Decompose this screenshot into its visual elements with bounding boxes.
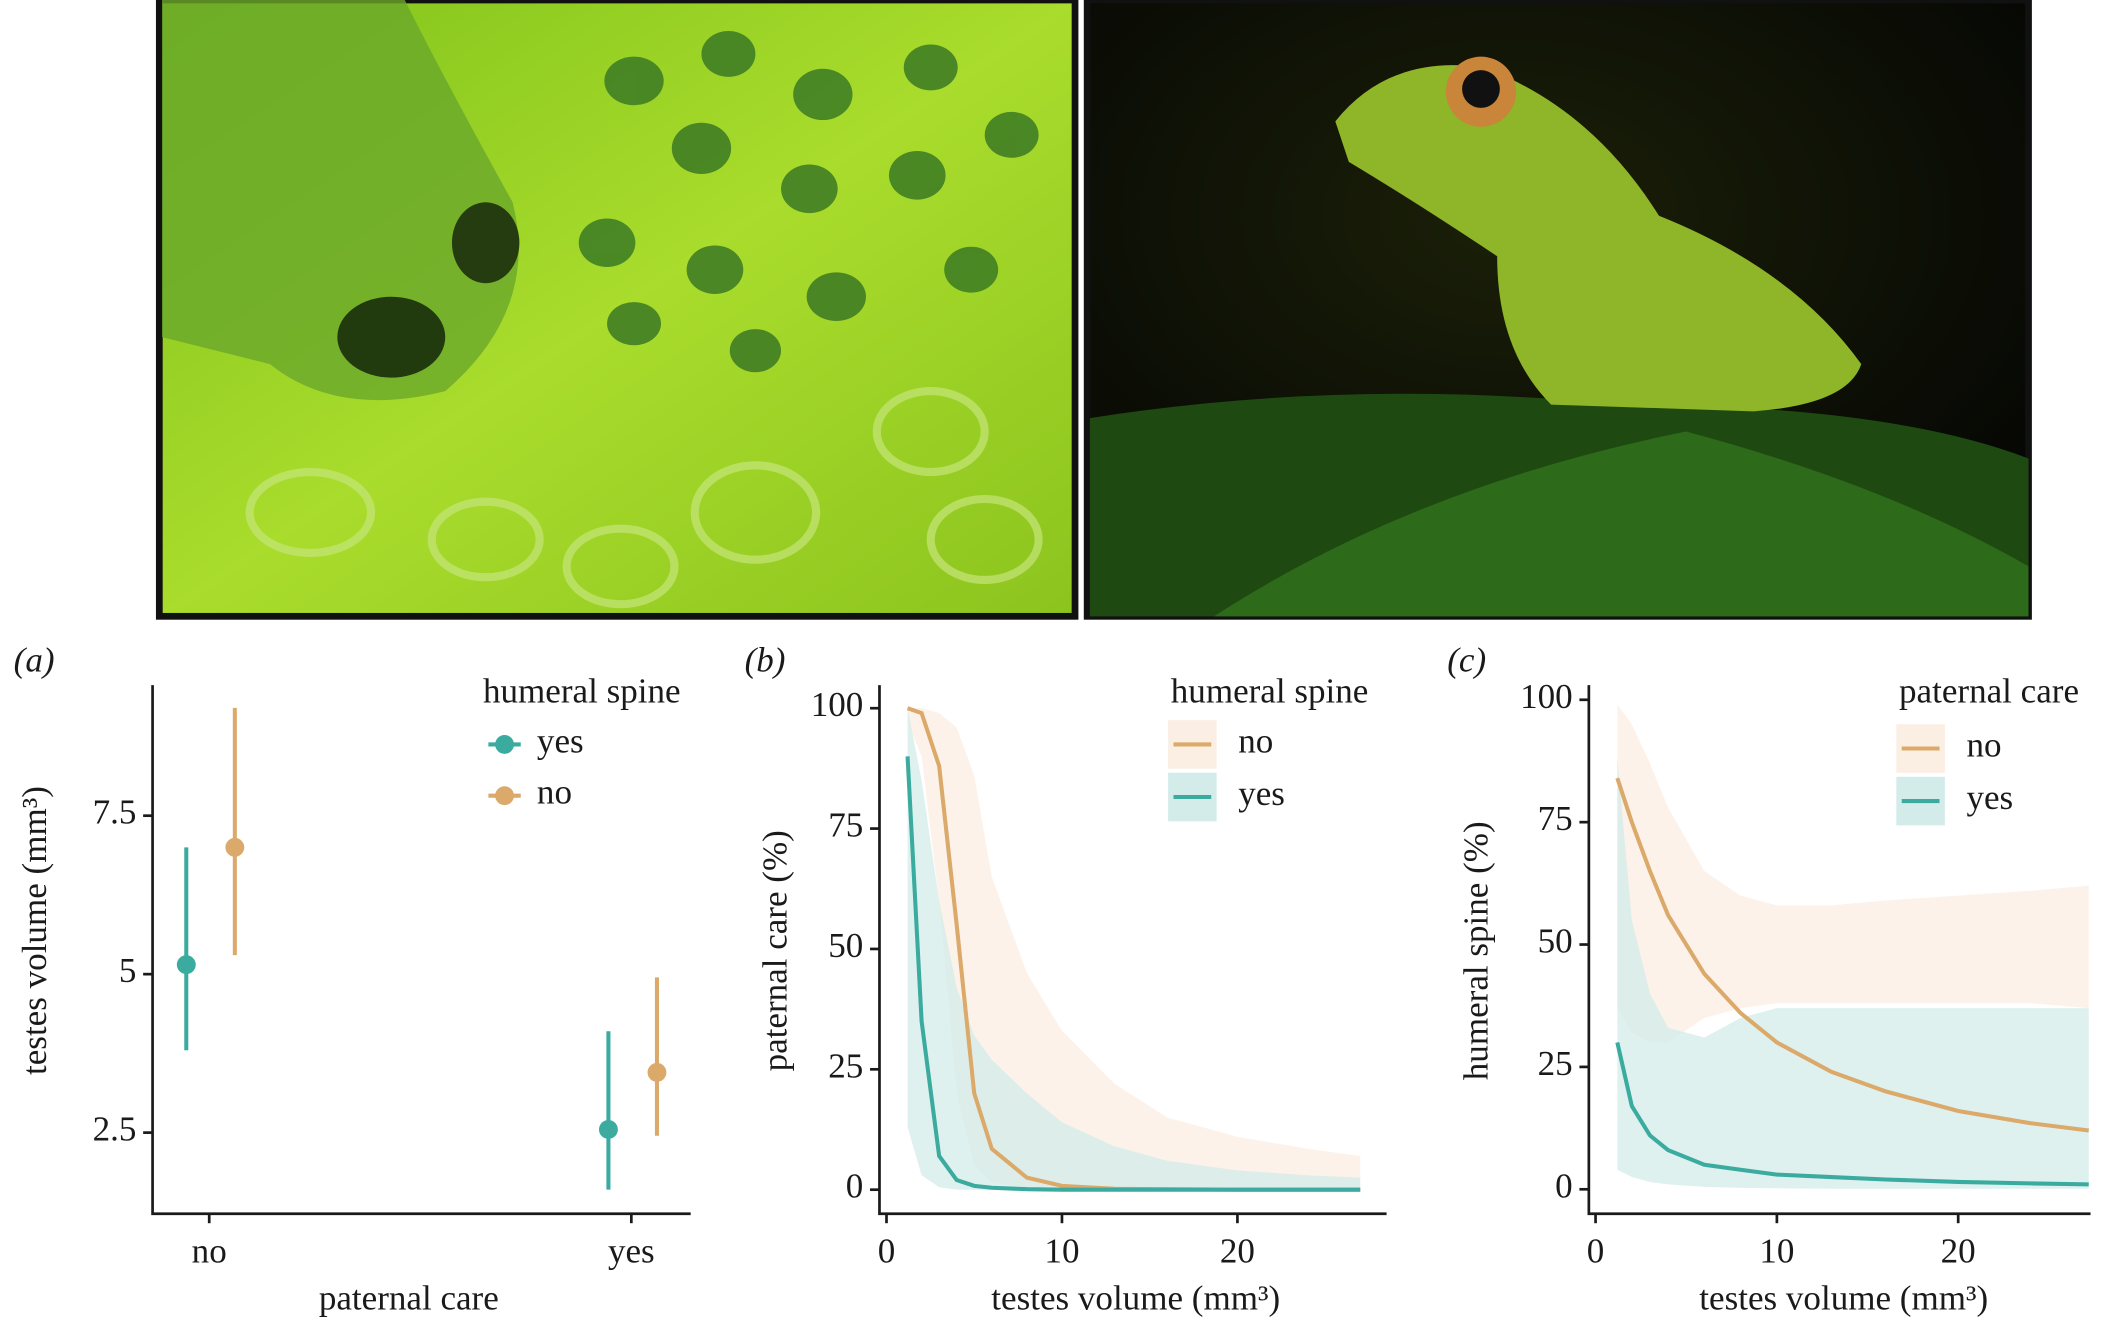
legend-label: yes [537,721,584,760]
legend-key-dot [495,735,515,754]
x-tick-label: 0 [878,1231,896,1270]
y-tick-label: 25 [1538,1044,1573,1083]
x-axis-label: testes volume (mm³) [1699,1278,1988,1317]
legend-label: no [1966,726,2001,765]
x-tick-label: 0 [1587,1231,1605,1270]
y-tick-label: 7.5 [93,793,137,832]
legend-label: no [1238,721,1273,760]
confidence-ribbon [1617,704,2089,1043]
legend-title: humeral spine [1171,672,1369,711]
point [647,1062,667,1082]
fit-line [1615,1041,2089,1187]
point [598,1120,618,1139]
legend-label: yes [1966,778,2013,817]
y-tick-label: 2.5 [93,1110,137,1149]
legend-label: no [537,773,572,812]
y-tick-label: 100 [1520,677,1573,716]
y-tick-label: 0 [1555,1166,1573,1205]
axis-line [151,685,691,1216]
y-tick-label: 100 [811,685,864,724]
axis-line [878,685,1387,1216]
photo-eggs [155,0,1079,620]
y-tick-label: 50 [828,926,863,965]
legend-label: yes [1238,774,1285,813]
x-axis-label: testes volume (mm³) [991,1278,1280,1317]
x-tick-label: 20 [1941,1231,1976,1270]
x-tick-label: yes [608,1231,655,1270]
panel-label: (c) [1447,641,1486,680]
fit-line [905,756,1361,1192]
y-tick-label: 75 [1538,799,1573,838]
y-tick-label: 25 [828,1046,863,1085]
fit-line [1615,777,2089,1133]
x-axis-label: paternal care [319,1278,499,1317]
confidence-ribbon [907,708,1361,1190]
x-tick-label: 20 [1220,1231,1255,1270]
x-tick-label: 10 [1044,1231,1079,1270]
legend-key-dot [495,786,515,806]
panel-label: (a) [14,641,55,680]
y-axis-label: paternal care (%) [755,830,794,1071]
y-axis-label: testes volume (mm³) [15,786,54,1075]
legend-title: humeral spine [483,672,681,711]
point [225,837,245,857]
axis-line [1587,685,2091,1216]
point [176,955,196,975]
charts: (a) 2.5 5 7.5 paternal care testes volume (mm… [14,641,2091,1317]
x-tick-label: 10 [1759,1231,1794,1270]
y-tick-label: 75 [828,806,863,845]
y-tick-label: 50 [1538,922,1573,961]
y-tick-label: 0 [846,1167,864,1206]
y-tick-label: 5 [119,951,137,990]
legend-title: paternal care [1899,672,2079,711]
photo-frog [1083,0,2032,620]
confidence-ribbon [907,708,1361,1190]
panel-label: (b) [745,641,786,680]
y-axis-label: humeral spine (%) [1457,821,1496,1080]
confidence-ribbon [1617,758,2089,1189]
x-tick-label: no [192,1231,227,1270]
